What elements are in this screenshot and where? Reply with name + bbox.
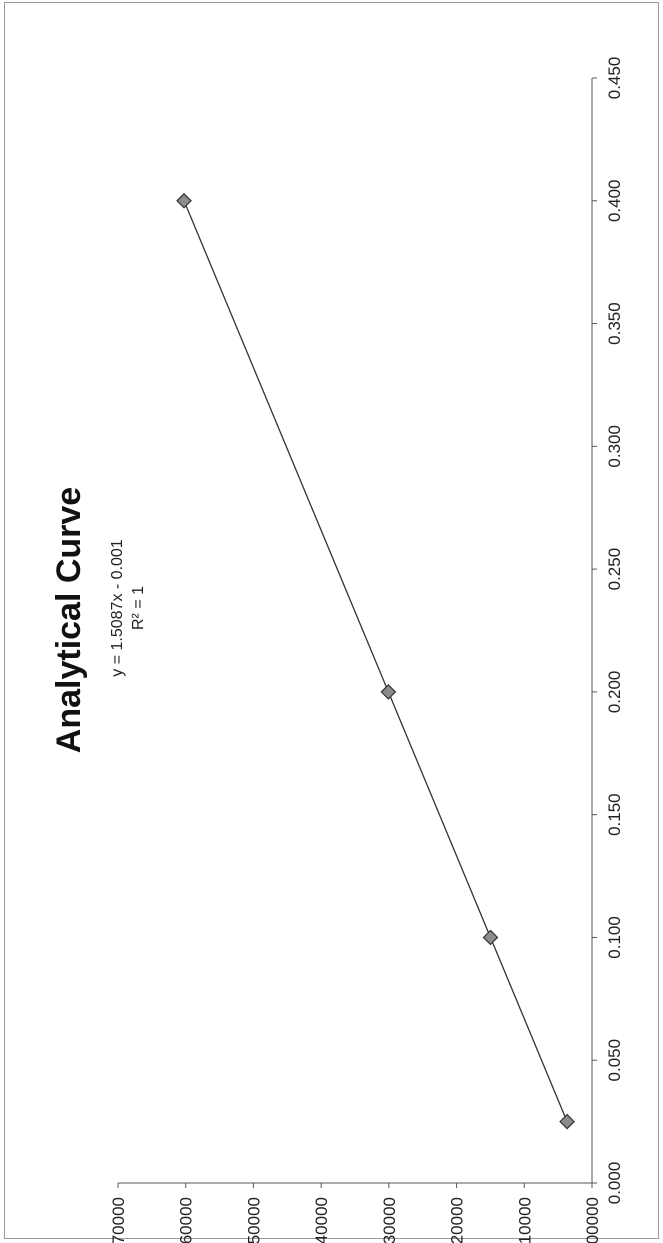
- y-tick-label: 0.70000: [109, 1197, 128, 1243]
- y-tick-label: 0.20000: [448, 1197, 467, 1243]
- chart-frame: [4, 2, 659, 1239]
- y-tick-label: 0.00000: [583, 1197, 602, 1243]
- x-tick-label: 0.000: [605, 1162, 624, 1205]
- x-tick-label: 0.200: [605, 671, 624, 714]
- x-tick-label: 0.400: [605, 180, 624, 223]
- x-tick-label: 0.250: [605, 548, 624, 591]
- y-tick-label: 0.30000: [380, 1197, 399, 1243]
- y-tick-label: 0.50000: [244, 1197, 263, 1243]
- x-tick-label: 0.100: [605, 916, 624, 959]
- x-tick-label: 0.350: [605, 302, 624, 345]
- data-point-marker: [559, 1113, 575, 1130]
- axes-layer: 0.000 0.050 0.100 0.150 0.200 0.250 0.300 0.350…: [109, 57, 624, 1243]
- text-layer: Analytical Curve y = 1.5087x - 0.001 R² …: [50, 487, 147, 753]
- x-tick-label: 0.450: [605, 57, 624, 100]
- x-tick-label: 0.050: [605, 1039, 624, 1082]
- series-layer: [176, 192, 575, 1130]
- chart-title: Analytical Curve: [50, 487, 88, 753]
- y-tick-label: 0.60000: [177, 1197, 196, 1243]
- trendline-r-squared: R² = 1: [130, 586, 147, 630]
- y-tick-label: 0.10000: [515, 1197, 534, 1243]
- series-line: [183, 200, 568, 1122]
- y-tick-label: 0.40000: [312, 1197, 331, 1243]
- x-tick-label: 0.150: [605, 793, 624, 836]
- data-point-marker: [380, 684, 397, 700]
- trendline-equation: y = 1.5087x - 0.001: [109, 539, 126, 677]
- data-point-marker: [176, 192, 192, 209]
- x-tick-label: 0.300: [605, 425, 624, 468]
- data-point-marker: [482, 929, 499, 946]
